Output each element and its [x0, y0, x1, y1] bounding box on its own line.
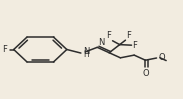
Text: F: F	[107, 31, 111, 40]
Text: F: F	[2, 45, 7, 54]
Text: H: H	[83, 50, 89, 59]
Text: F: F	[126, 31, 131, 40]
Text: O: O	[158, 53, 165, 62]
Text: N: N	[98, 38, 105, 47]
Text: N: N	[83, 47, 89, 56]
Text: O: O	[142, 69, 149, 78]
Text: F: F	[132, 41, 137, 50]
